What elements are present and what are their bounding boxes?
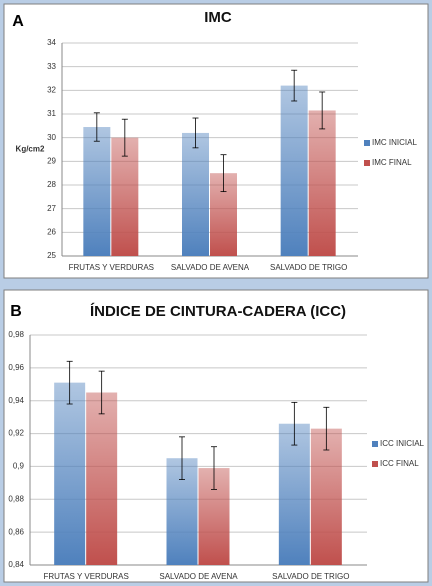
- y-tick-label: 0,88: [8, 494, 24, 503]
- chart-title: ÍNDICE DE CINTURA-CADERA (ICC): [90, 303, 346, 320]
- bar: [280, 85, 308, 256]
- error-bar: [323, 406, 330, 451]
- y-tick-label: 27: [47, 204, 56, 213]
- error-bar: [291, 401, 298, 446]
- legend-swatch: [372, 441, 378, 447]
- bar: [111, 137, 139, 256]
- error-bar: [192, 117, 199, 149]
- error-bar: [179, 436, 185, 480]
- bar: [308, 110, 336, 256]
- x-tick-label: SALVADO DE TRIGO: [270, 263, 347, 272]
- legend-swatch: [364, 140, 370, 146]
- error-bar: [121, 118, 128, 157]
- y-tick-label: 31: [47, 109, 56, 118]
- error-bar: [93, 112, 100, 142]
- y-tick-label: 26: [47, 227, 56, 236]
- legend-label: IMC INICIAL: [372, 138, 417, 147]
- x-tick-label: SALVADO DE AVENA: [159, 572, 238, 581]
- bar: [54, 382, 86, 565]
- y-tick-label: 0,92: [8, 429, 24, 438]
- y-tick-label: 0,86: [8, 527, 24, 536]
- y-tick-label: 0,9: [13, 462, 25, 471]
- y-tick-label: 32: [47, 85, 56, 94]
- legend-label: ICC FINAL: [380, 459, 419, 468]
- legend-label: IMC FINAL: [372, 158, 412, 167]
- y-tick-label: 25: [47, 251, 56, 260]
- y-tick-label: 0,98: [8, 330, 24, 339]
- panel-label: B: [10, 303, 22, 320]
- y-tick-label: 0,84: [8, 560, 24, 569]
- y-tick-label: 30: [47, 133, 56, 142]
- x-tick-label: FRUTAS Y VERDURAS: [69, 263, 154, 272]
- x-tick-label: FRUTAS Y VERDURAS: [43, 572, 128, 581]
- x-tick-label: SALVADO DE TRIGO: [272, 572, 349, 581]
- legend-swatch: [364, 160, 370, 166]
- chart-title: IMC: [204, 9, 232, 26]
- bar: [86, 392, 118, 565]
- legend-swatch: [372, 461, 378, 467]
- bar: [278, 423, 310, 565]
- y-tick-label: 33: [47, 62, 56, 71]
- error-bar: [66, 360, 73, 405]
- bar: [83, 127, 111, 257]
- y-tick-label: 0,94: [8, 396, 24, 405]
- legend-label: ICC INICIAL: [380, 439, 425, 448]
- bar: [310, 428, 342, 565]
- error-bar: [220, 154, 227, 193]
- y-tick-label: 28: [47, 180, 56, 189]
- bar: [182, 132, 209, 256]
- error-bar: [319, 91, 326, 130]
- error-bar: [291, 69, 298, 102]
- x-tick-label: SALVADO DE AVENA: [171, 263, 250, 272]
- y-axis-label: Kg/cm2: [16, 145, 45, 154]
- y-tick-label: 29: [47, 156, 56, 165]
- y-tick-label: 0,96: [8, 363, 24, 372]
- panel-label: A: [12, 13, 24, 30]
- error-bar: [211, 446, 217, 490]
- error-bar: [98, 370, 105, 415]
- y-tick-label: 34: [47, 38, 56, 47]
